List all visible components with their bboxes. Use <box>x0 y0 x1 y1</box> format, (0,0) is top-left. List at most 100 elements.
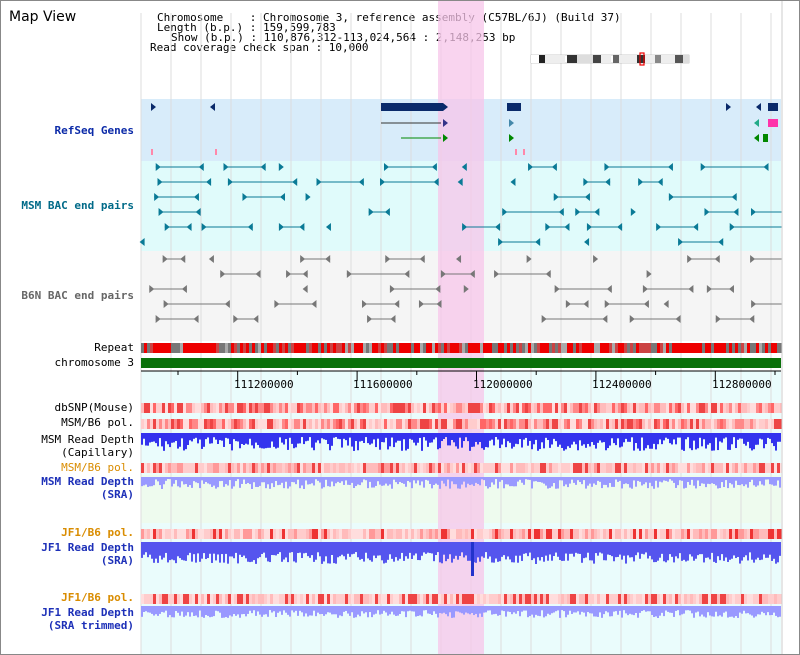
ideogram-band <box>619 55 637 63</box>
heat-strip-cell <box>318 403 321 413</box>
heat-strip-cell <box>609 419 612 429</box>
heat-strip-cell <box>552 463 555 473</box>
read-depth-bar <box>275 606 277 618</box>
read-depth-bar <box>403 433 405 440</box>
read-depth-bar <box>661 433 663 445</box>
repeat-segment <box>390 343 393 353</box>
read-depth-bar <box>697 477 699 481</box>
heat-strip-cell <box>270 594 273 604</box>
heat-strip-cell <box>177 463 180 473</box>
heat-strip-cell <box>726 529 729 539</box>
read-depth-bar <box>659 433 661 440</box>
heat-strip-cell <box>693 419 696 429</box>
repeat-segment <box>339 343 342 353</box>
read-depth-bar <box>517 433 519 445</box>
read-depth-bar <box>213 606 215 617</box>
axis-tick-label: 112800000 <box>712 378 772 391</box>
heat-strip-cell <box>414 463 417 473</box>
read-depth-bar <box>159 433 161 439</box>
read-depth-bar <box>179 542 181 559</box>
heat-strip-cell <box>720 403 723 413</box>
repeat-segment <box>171 343 174 353</box>
read-depth-bar <box>763 477 765 486</box>
heat-strip-cell <box>378 529 381 539</box>
repeat-segment <box>279 343 282 353</box>
read-depth-bar <box>345 542 347 560</box>
repeat-segment <box>543 343 546 353</box>
repeat-segment <box>336 343 339 353</box>
heat-strip-cell <box>534 529 537 539</box>
read-depth-bar <box>239 433 241 449</box>
read-depth-bar <box>335 433 337 438</box>
repeat-label: Repeat <box>94 341 134 354</box>
heat-strip-cell <box>465 463 468 473</box>
read-depth-bar <box>749 542 751 553</box>
read-depth-bar <box>283 433 285 445</box>
heat-strip-cell <box>639 463 642 473</box>
read-depth-bar <box>725 433 727 438</box>
read-depth-bar <box>513 542 515 563</box>
read-depth-bar <box>777 606 779 618</box>
heat-strip-cell <box>459 529 462 539</box>
read-depth-bar <box>741 477 743 485</box>
heat-strip-cell <box>738 419 741 429</box>
read-depth-bar <box>305 542 307 553</box>
read-depth-bar <box>635 542 637 556</box>
repeat-segment <box>363 343 366 353</box>
heat-strip-cell <box>231 594 234 604</box>
read-depth-bar <box>515 606 517 614</box>
heat-strip-cell <box>351 594 354 604</box>
read-depth-bar <box>257 477 259 488</box>
heat-strip-cell <box>243 529 246 539</box>
read-depth-bar <box>491 477 493 483</box>
read-depth-bar <box>497 433 499 440</box>
read-depth-bar <box>533 606 535 618</box>
heat-strip-cell <box>567 403 570 413</box>
heat-strip-cell <box>261 419 264 429</box>
bac-end-arrow <box>302 270 308 278</box>
b6n-bac-end-pairs-label[interactable]: B6N BAC end pairs <box>21 289 134 302</box>
read-depth-bar <box>615 477 617 480</box>
heat-strip-cell <box>174 594 177 604</box>
read-depth-bar <box>239 542 241 555</box>
repeat-segment <box>459 343 462 353</box>
read-depth-bar <box>721 542 723 555</box>
bac-end-arrow <box>139 238 145 246</box>
read-depth-bar <box>267 542 269 562</box>
read-depth-bar <box>243 542 245 556</box>
repeat-segment <box>693 343 696 353</box>
heat-strip-cell <box>411 403 414 413</box>
read-depth-bar <box>623 433 625 443</box>
heat-strip-cell <box>507 403 510 413</box>
heat-strip-cell <box>690 463 693 473</box>
heat-strip-cell <box>153 529 156 539</box>
repeat-segment <box>255 343 258 353</box>
read-depth-bar <box>623 477 625 485</box>
read-depth-bar <box>617 433 619 439</box>
read-depth-bar <box>323 433 325 440</box>
read-depth-bar <box>277 542 279 554</box>
read-depth-bar <box>359 477 361 486</box>
heat-strip-cell <box>744 529 747 539</box>
read-depth-bar <box>209 542 211 554</box>
read-depth-bar <box>547 606 549 614</box>
heat-strip-cell <box>618 529 621 539</box>
heat-strip-cell <box>777 463 780 473</box>
read-depth-bar <box>673 542 675 563</box>
read-depth-bar <box>311 606 313 616</box>
repeat-segment <box>756 343 759 353</box>
msm-bac-end-pairs-label[interactable]: MSM BAC end pairs <box>21 199 134 212</box>
heat-strip-cell <box>489 529 492 539</box>
heat-strip-cell <box>147 594 150 604</box>
read-depth-bar <box>279 477 281 485</box>
read-depth-bar <box>645 606 647 612</box>
read-depth-bar <box>711 542 713 553</box>
heat-strip-cell <box>426 529 429 539</box>
read-depth-bar <box>269 606 271 611</box>
read-depth-bar <box>607 477 609 488</box>
refseq-genes-label[interactable]: RefSeq Genes <box>54 124 134 137</box>
read-depth-bar <box>699 542 701 555</box>
heat-strip-cell <box>261 403 264 413</box>
repeat-segment <box>258 343 261 353</box>
